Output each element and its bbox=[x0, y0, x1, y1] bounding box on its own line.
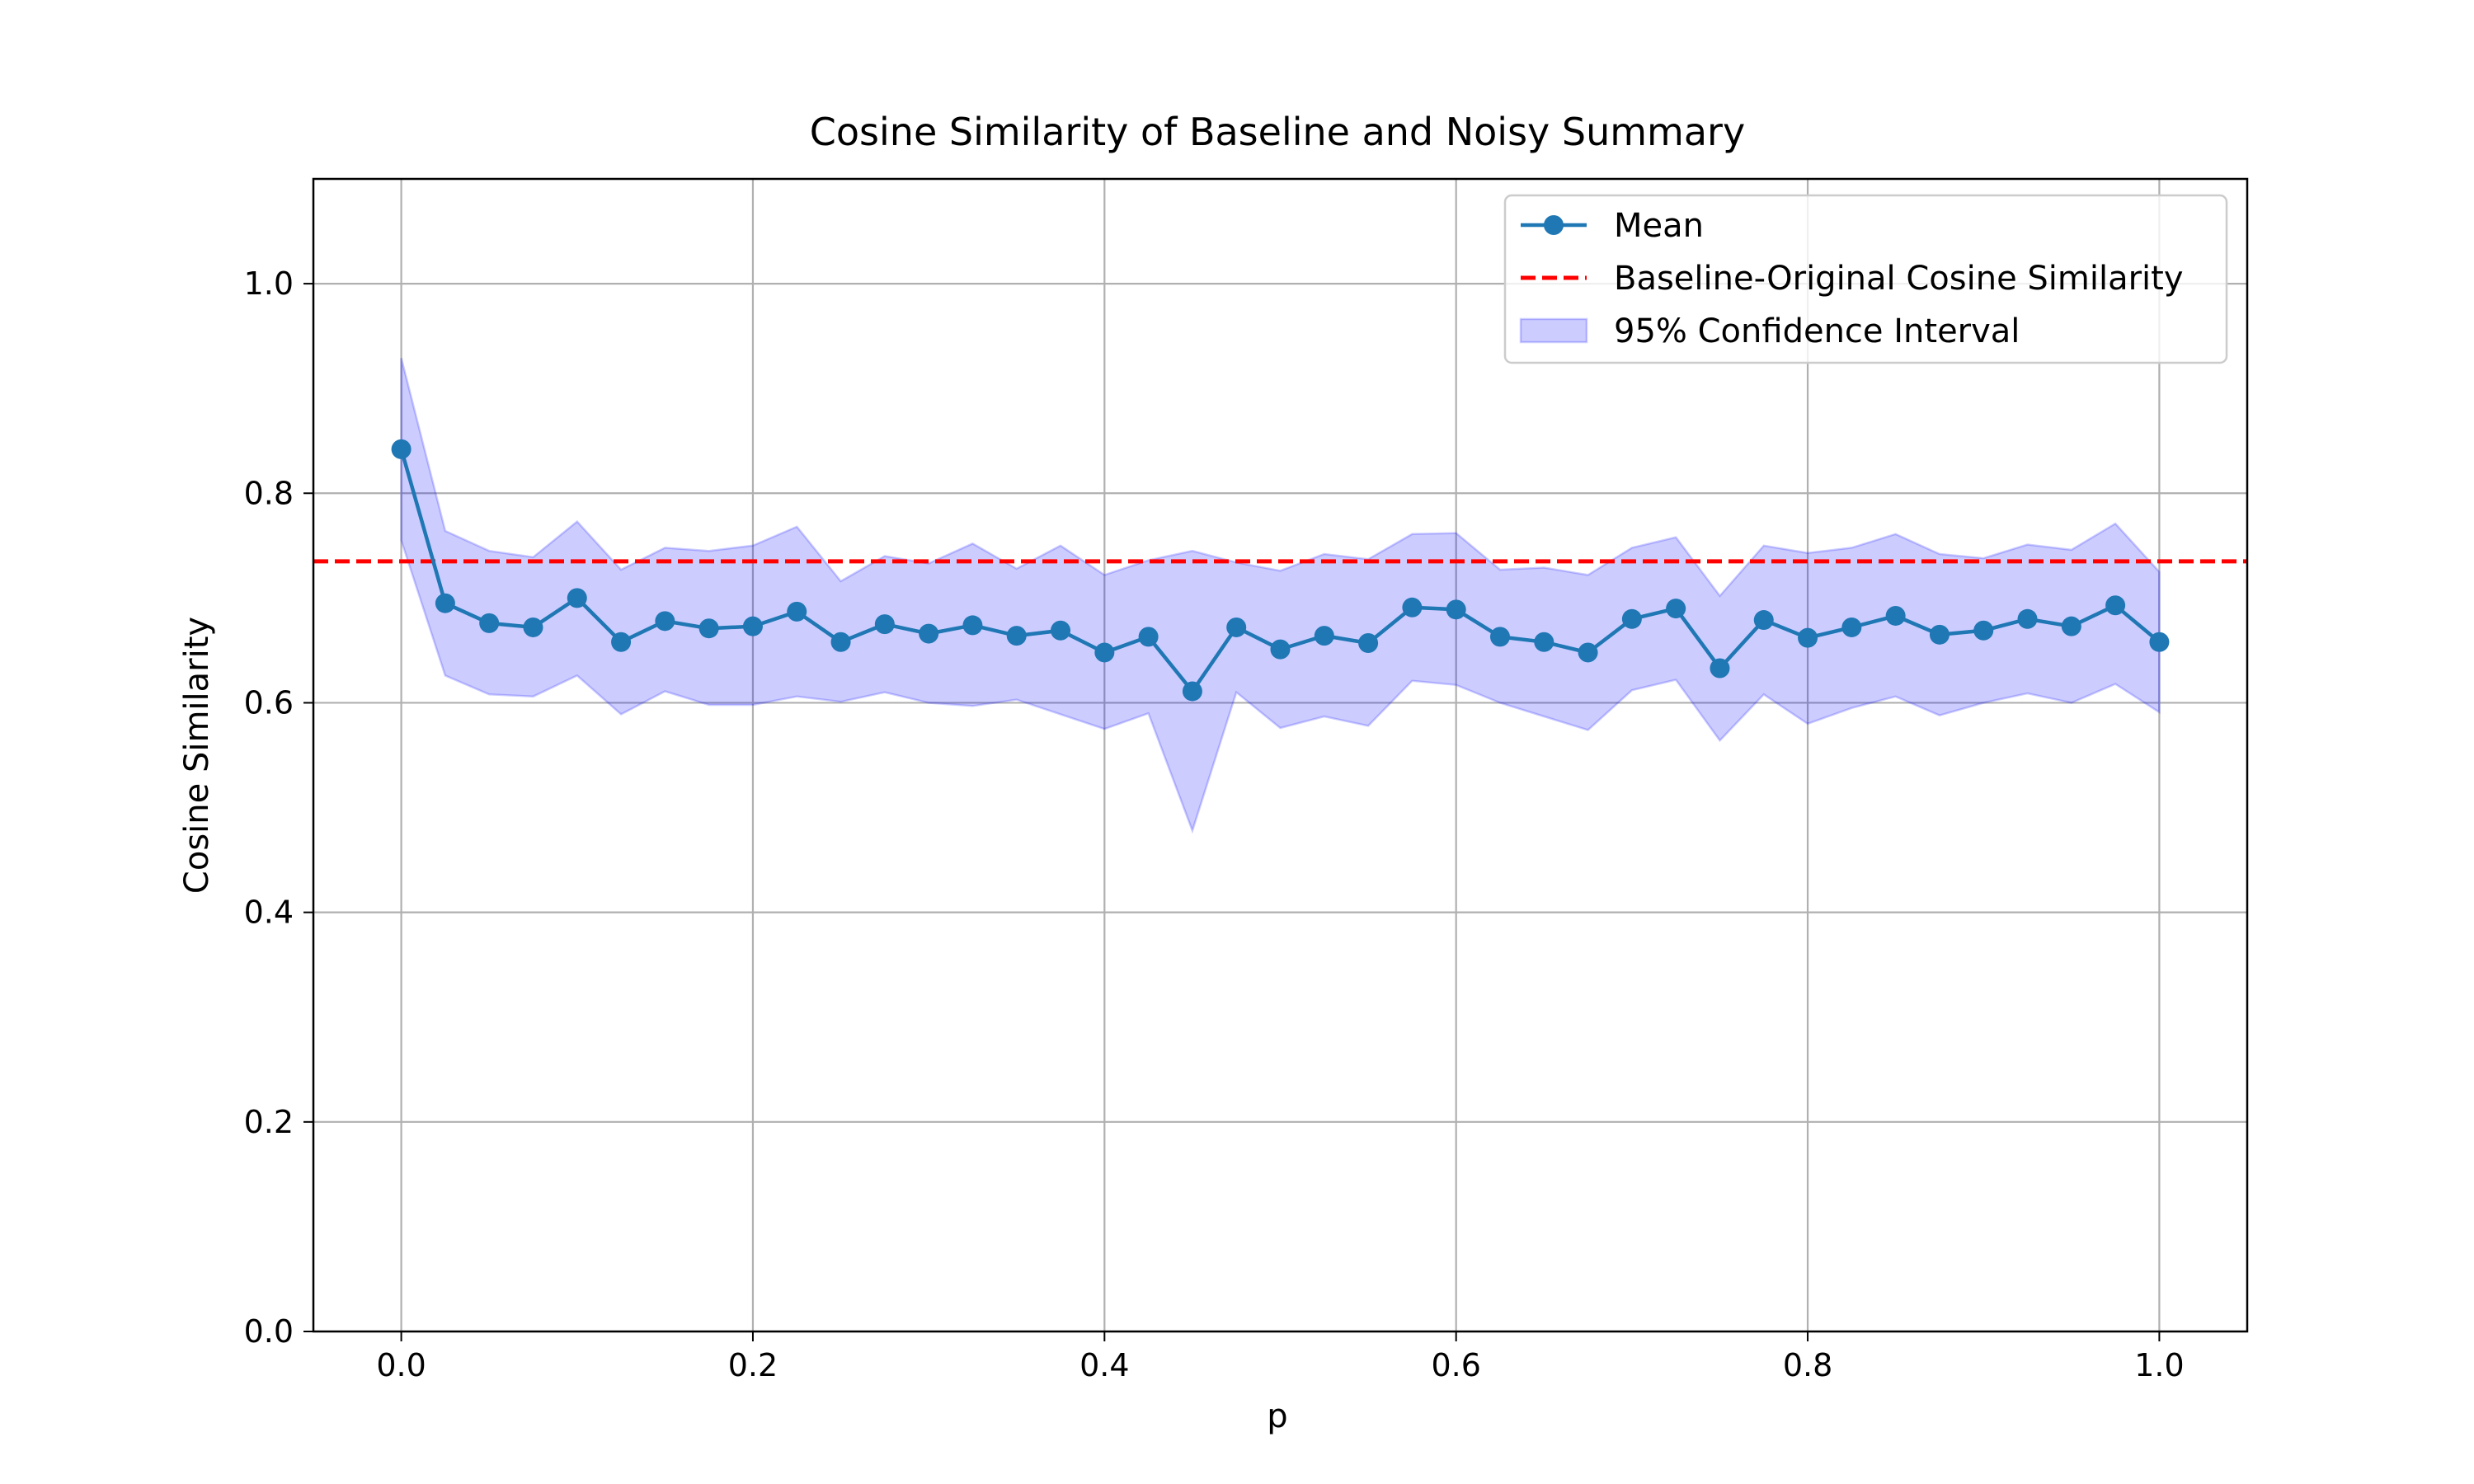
mean-point bbox=[655, 611, 675, 632]
legend-frame bbox=[1503, 194, 2228, 364]
axes-background bbox=[313, 179, 2247, 1331]
mean-point bbox=[1446, 599, 1466, 620]
mean-point bbox=[611, 632, 632, 652]
x-tick-label: 0.2 bbox=[728, 1347, 778, 1383]
y-tick-label: 0.6 bbox=[244, 684, 294, 721]
y-tick-label: 0.4 bbox=[244, 895, 294, 931]
y-axis-label: Cosine Similarity bbox=[178, 617, 216, 894]
legend-mean-marker bbox=[1544, 215, 1564, 235]
x-grid bbox=[400, 179, 2161, 1331]
mean-point bbox=[1710, 658, 1730, 679]
mean-point bbox=[1402, 597, 1423, 618]
x-tick-label: 0.8 bbox=[1783, 1347, 1832, 1383]
mean-point bbox=[391, 439, 412, 459]
legend-item-mean: Mean bbox=[1521, 207, 1704, 245]
mean-point bbox=[1621, 608, 1642, 629]
mean-point bbox=[1270, 639, 1291, 660]
mean-point bbox=[742, 616, 763, 636]
mean-point bbox=[523, 617, 543, 637]
mean-point bbox=[1578, 642, 1598, 663]
mean-point bbox=[962, 615, 983, 636]
mean-point bbox=[919, 623, 939, 644]
y-tick-label: 0.2 bbox=[244, 1104, 294, 1140]
mean-point bbox=[1753, 610, 1774, 631]
mean-point bbox=[435, 593, 455, 613]
chart-title: Cosine Similarity of Baseline and Noisy … bbox=[810, 110, 1745, 154]
y-axis-ticks: 0.0 0.2 0.4 0.6 0.8 1.0 bbox=[244, 265, 313, 1350]
mean-point bbox=[1314, 626, 1334, 646]
mean-point bbox=[787, 601, 807, 622]
mean-point bbox=[567, 588, 587, 608]
mean-point bbox=[2105, 595, 2126, 616]
mean-point bbox=[1929, 624, 1950, 645]
mean-point bbox=[1841, 617, 1862, 637]
legend-baseline-label: Baseline-Original Cosine Similarity bbox=[1614, 260, 2184, 298]
y-tick-label: 0.8 bbox=[244, 475, 294, 511]
mean-point bbox=[1798, 627, 1818, 648]
mean-point bbox=[1534, 632, 1554, 652]
axes-frame bbox=[312, 177, 2249, 1333]
mean-point bbox=[698, 618, 719, 639]
mean-point bbox=[2149, 632, 2170, 652]
x-axis-label: p bbox=[1267, 1397, 1287, 1435]
mean-point bbox=[1051, 620, 1071, 641]
mean-point bbox=[1666, 599, 1686, 619]
legend-ci-label: 95% Confidence Interval bbox=[1614, 312, 2020, 350]
mean-point bbox=[1885, 605, 1906, 626]
legend-item-ci: 95% Confidence Interval bbox=[1519, 312, 2020, 350]
mean-points bbox=[391, 439, 2170, 702]
mean-point bbox=[2017, 608, 2038, 629]
mean-point bbox=[830, 632, 851, 652]
y-tick-label: 1.0 bbox=[244, 265, 294, 302]
legend: Mean Baseline-Original Cosine Similarity… bbox=[1503, 194, 2228, 364]
mean-point bbox=[874, 614, 895, 635]
mean-point bbox=[479, 613, 500, 633]
x-tick-label: 0.6 bbox=[1431, 1347, 1480, 1383]
legend-ci-swatch bbox=[1519, 317, 1588, 344]
mean-point bbox=[2061, 616, 2081, 636]
mean-point bbox=[1094, 642, 1115, 663]
plot-area bbox=[312, 177, 2249, 1333]
y-tick-label: 0.0 bbox=[244, 1313, 294, 1350]
x-axis-ticks: 0.0 0.2 0.4 0.6 0.8 1.0 bbox=[376, 1331, 2185, 1383]
x-tick-label: 0.0 bbox=[376, 1347, 426, 1383]
mean-point bbox=[1006, 626, 1027, 646]
mean-point bbox=[1973, 620, 1994, 641]
x-tick-label: 1.0 bbox=[2134, 1347, 2184, 1383]
mean-point bbox=[1226, 617, 1247, 637]
mean-point bbox=[1358, 633, 1379, 654]
legend-mean-label: Mean bbox=[1614, 207, 1704, 245]
legend-item-baseline: Baseline-Original Cosine Similarity bbox=[1521, 260, 2184, 298]
x-tick-label: 0.4 bbox=[1079, 1347, 1129, 1383]
mean-point bbox=[1489, 627, 1510, 647]
mean-point bbox=[1138, 627, 1159, 647]
mean-point bbox=[1182, 681, 1202, 702]
